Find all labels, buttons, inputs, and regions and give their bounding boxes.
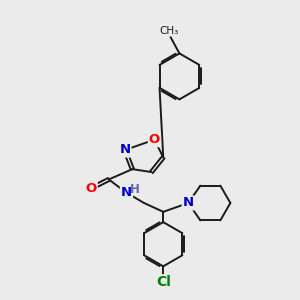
Text: O: O — [85, 182, 97, 195]
Text: Cl: Cl — [156, 275, 171, 289]
Text: CH₃: CH₃ — [160, 26, 179, 36]
Text: N: N — [121, 186, 132, 199]
Text: N: N — [119, 143, 130, 157]
Text: H: H — [130, 183, 140, 196]
Text: O: O — [149, 133, 160, 146]
Text: N: N — [183, 196, 194, 209]
